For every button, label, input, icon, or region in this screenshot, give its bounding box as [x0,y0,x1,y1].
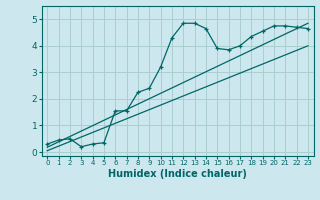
X-axis label: Humidex (Indice chaleur): Humidex (Indice chaleur) [108,169,247,179]
